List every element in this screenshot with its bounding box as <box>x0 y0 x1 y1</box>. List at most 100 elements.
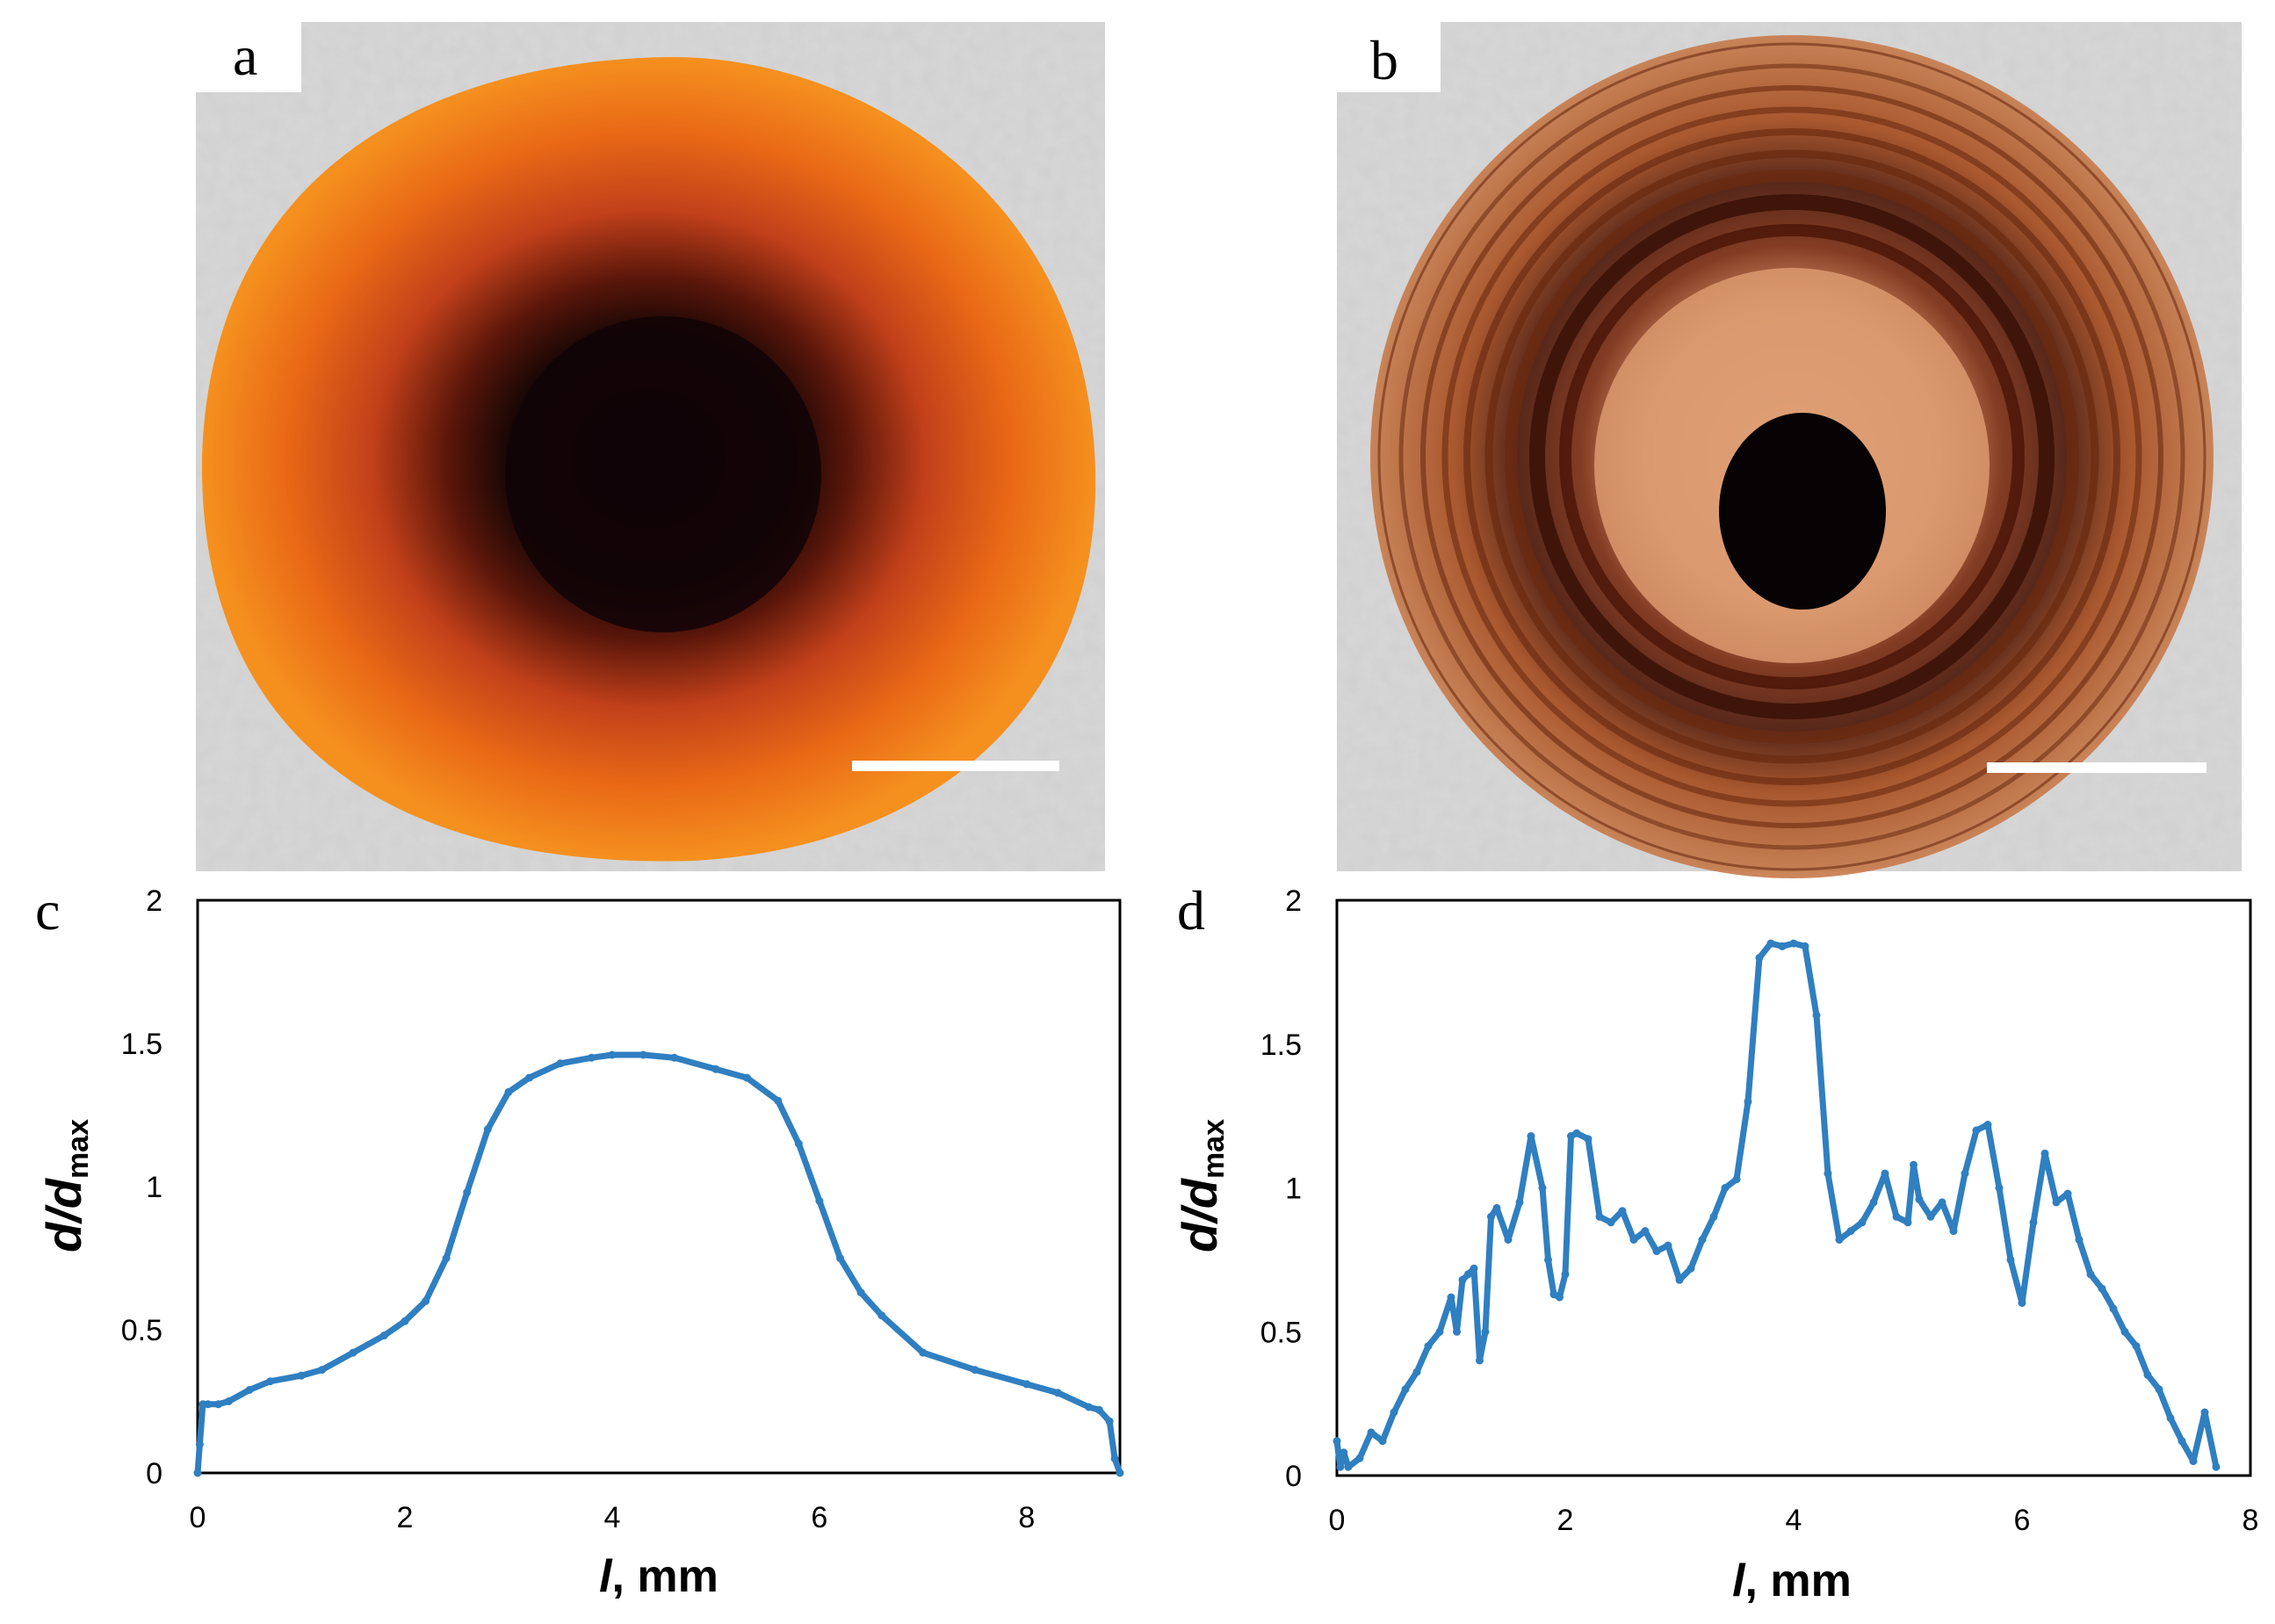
data-point-d-40 <box>1686 1264 1695 1273</box>
data-point-c-11 <box>379 1332 388 1339</box>
data-point-d-84 <box>2178 1437 2186 1446</box>
y-tick-label-d-4: 2 <box>1285 884 1302 918</box>
data-point-d-30 <box>1572 1129 1581 1137</box>
data-point-d-33 <box>1607 1218 1615 1227</box>
y-tick-label-d-3: 1.5 <box>1260 1029 1302 1062</box>
data-point-d-64 <box>1949 1227 1958 1236</box>
x-tick-label-c-2: 2 <box>396 1501 413 1534</box>
y-tick-label-d-0: 0 <box>1285 1460 1302 1493</box>
x-tick-label-d-6: 6 <box>2014 1504 2031 1537</box>
data-point-c-7 <box>266 1377 275 1386</box>
panel-label-b: b <box>1370 29 1398 91</box>
data-point-d-27 <box>1556 1293 1564 1302</box>
series-c <box>193 1050 1124 1477</box>
data-point-d-83 <box>2166 1414 2175 1422</box>
data-point-d-74 <box>2063 1189 2072 1198</box>
data-point-c-17 <box>504 1087 513 1096</box>
data-point-d-66 <box>1972 1126 1981 1135</box>
x-tick-label-d-4: 4 <box>1786 1504 1802 1537</box>
data-point-d-38 <box>1664 1241 1672 1250</box>
scale-bar-b <box>1987 762 2206 773</box>
data-point-d-41 <box>1698 1236 1707 1244</box>
x-axis-label-d-rest: , mm <box>1745 1555 1852 1606</box>
data-point-d-9 <box>1412 1368 1421 1376</box>
data-point-d-42 <box>1709 1212 1718 1221</box>
data-point-d-71 <box>2029 1218 2038 1227</box>
data-point-d-14 <box>1458 1275 1467 1284</box>
data-point-c-27 <box>794 1139 803 1148</box>
data-point-d-53 <box>1835 1236 1844 1244</box>
x-tick-label-d-0: 0 <box>1329 1504 1346 1537</box>
data-point-d-11 <box>1435 1327 1444 1336</box>
data-point-c-10 <box>349 1348 358 1357</box>
plot-frame-d <box>1335 899 2252 1477</box>
data-point-c-26 <box>774 1096 783 1105</box>
data-point-d-4 <box>1355 1454 1364 1462</box>
y-tick-label-c-2: 1 <box>146 1171 162 1204</box>
data-point-d-5 <box>1367 1428 1376 1437</box>
data-point-d-35 <box>1629 1236 1638 1244</box>
panel-label-b-box <box>1337 22 1441 92</box>
data-point-c-29 <box>836 1254 844 1262</box>
y-tick-label-d-1: 0.5 <box>1260 1316 1302 1349</box>
x-axis-label-d: l, mm <box>1732 1555 1852 1606</box>
data-point-d-16 <box>1470 1264 1478 1273</box>
data-point-d-36 <box>1641 1227 1650 1236</box>
data-point-d-21 <box>1504 1236 1513 1244</box>
x-tick-label-d-2: 2 <box>1557 1504 1574 1537</box>
data-point-d-69 <box>2006 1255 2015 1264</box>
data-point-d-62 <box>1926 1212 1935 1221</box>
data-point-d-60 <box>1910 1160 1918 1169</box>
data-point-c-34 <box>1022 1380 1031 1389</box>
data-point-d-58 <box>1892 1212 1901 1221</box>
y-axis-label-d-sub: max <box>1197 1119 1231 1179</box>
data-point-d-39 <box>1675 1275 1684 1284</box>
dark-center-spot-b <box>1719 413 1886 610</box>
data-point-d-76 <box>2086 1270 2095 1279</box>
data-point-d-32 <box>1595 1212 1604 1221</box>
data-point-c-21 <box>608 1050 617 1059</box>
data-point-d-0 <box>1332 1437 1341 1446</box>
panel-label-a: a <box>233 25 257 87</box>
data-point-c-36 <box>1085 1403 1094 1411</box>
data-point-d-7 <box>1390 1408 1398 1417</box>
x-tick-label-c-4: 4 <box>603 1501 620 1534</box>
data-point-d-24 <box>1538 1184 1547 1192</box>
data-point-c-32 <box>919 1348 928 1357</box>
data-point-c-25 <box>742 1073 751 1082</box>
data-point-d-10 <box>1424 1342 1433 1351</box>
data-point-d-15 <box>1464 1270 1472 1279</box>
data-point-c-14 <box>442 1254 451 1262</box>
data-point-d-72 <box>2040 1149 2049 1158</box>
y-axis-label-d-main: d/d <box>1172 1177 1227 1252</box>
data-point-d-65 <box>1961 1169 1969 1178</box>
data-point-d-63 <box>1938 1198 1946 1207</box>
data-point-c-0 <box>193 1469 202 1477</box>
photo-panel-b: b <box>1337 22 2242 878</box>
x-axis-label-c-rest: , mm <box>612 1551 719 1602</box>
data-point-d-6 <box>1378 1437 1387 1446</box>
data-point-c-28 <box>815 1196 824 1205</box>
data-point-d-81 <box>2143 1370 2152 1379</box>
data-point-d-52 <box>1824 1169 1832 1178</box>
data-point-d-85 <box>2189 1457 2198 1466</box>
data-point-c-8 <box>297 1371 306 1380</box>
data-point-d-2 <box>1340 1448 1348 1457</box>
data-point-c-30 <box>856 1288 865 1297</box>
data-point-d-82 <box>2155 1385 2163 1394</box>
data-point-d-47 <box>1766 939 1775 948</box>
plot-frame-c <box>196 899 1122 1475</box>
data-point-d-56 <box>1869 1198 1878 1207</box>
data-point-d-68 <box>1995 1184 2004 1192</box>
data-point-d-86 <box>2200 1408 2209 1417</box>
photo-panel-a: a <box>196 22 1105 871</box>
data-point-c-9 <box>318 1366 327 1375</box>
y-axis-label-c-sub: max <box>61 1119 95 1179</box>
data-point-d-31 <box>1584 1135 1592 1144</box>
data-point-d-73 <box>2052 1198 2061 1207</box>
data-point-d-19 <box>1487 1212 1495 1221</box>
data-point-d-48 <box>1778 942 1787 950</box>
data-point-c-24 <box>711 1065 720 1073</box>
data-point-d-43 <box>1721 1184 1730 1192</box>
